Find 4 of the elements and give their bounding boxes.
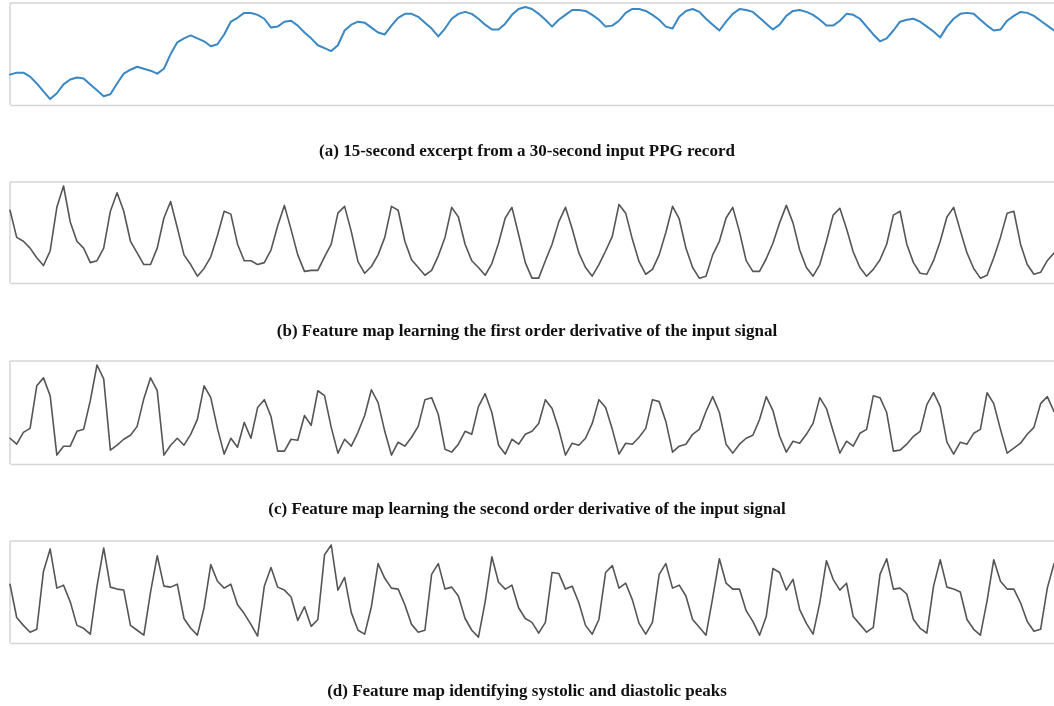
- text: (c) Feature map learning the second order derivative of the input signal: [268, 499, 786, 518]
- text: (a) 15-second excerpt from a 30-second input PPG record: [319, 141, 736, 160]
- text: (d) Feature map identifying systolic and diastolic peaks: [327, 681, 728, 700]
- text: (b) Feature map learning the first order derivative of the input signal: [276, 321, 778, 340]
